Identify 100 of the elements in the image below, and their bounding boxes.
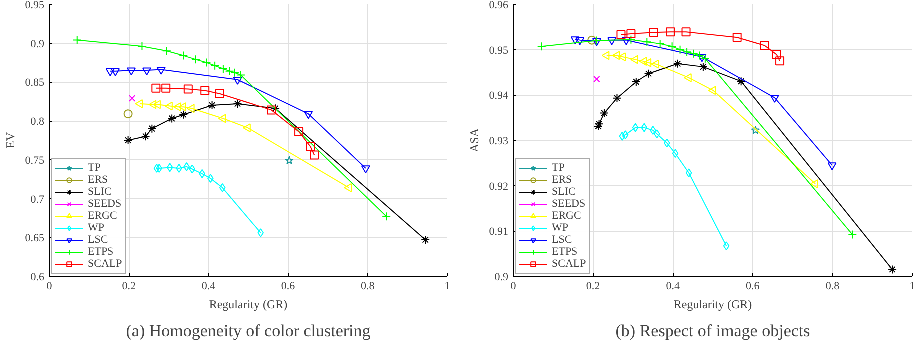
point xyxy=(672,149,679,158)
point xyxy=(141,132,150,142)
legend-label: WP xyxy=(552,222,570,234)
y-tick-label: 0.96 xyxy=(489,0,509,12)
point xyxy=(622,38,631,46)
point xyxy=(242,124,251,133)
text: (a) Homogeneity of color clustering xyxy=(126,322,372,340)
point xyxy=(776,56,785,66)
point xyxy=(736,77,746,86)
legend-label: SEEDS xyxy=(88,198,122,210)
legend-label: LSC xyxy=(552,234,572,246)
point xyxy=(666,28,676,37)
point xyxy=(111,68,120,76)
legend-label: SCALP xyxy=(552,258,586,270)
point xyxy=(618,52,626,62)
point xyxy=(128,95,136,102)
point xyxy=(200,86,210,96)
legend-label: SLIC xyxy=(552,186,576,198)
legend-label: ERS xyxy=(88,174,108,186)
x-axis-title: Regularity (GR) xyxy=(209,298,288,312)
point xyxy=(361,166,370,174)
point xyxy=(828,162,837,171)
point xyxy=(148,100,157,110)
legend-label: ERGC xyxy=(88,210,118,222)
point xyxy=(642,38,652,47)
point xyxy=(233,77,242,85)
y-tick-label: 0.75 xyxy=(25,154,45,167)
point xyxy=(612,51,620,60)
point xyxy=(210,61,220,70)
point xyxy=(142,68,152,76)
point xyxy=(689,49,698,58)
x-tick-label: 0.2 xyxy=(586,280,600,292)
y-tick-label: 0.94 xyxy=(489,90,509,102)
point xyxy=(649,28,658,38)
point xyxy=(632,78,641,87)
point xyxy=(588,36,597,45)
point xyxy=(673,59,682,68)
point xyxy=(225,66,234,76)
point xyxy=(770,95,780,104)
point xyxy=(708,86,716,96)
point xyxy=(622,130,629,140)
point xyxy=(684,73,692,82)
point xyxy=(608,38,617,46)
x-tick-label: 0.6 xyxy=(281,280,296,292)
point xyxy=(267,106,276,115)
point xyxy=(164,102,173,111)
point xyxy=(178,102,186,112)
x-tick-label: 0.8 xyxy=(361,280,376,292)
point xyxy=(233,99,242,108)
point xyxy=(306,142,316,152)
point xyxy=(258,228,264,238)
legend-label: WP xyxy=(88,222,106,234)
point xyxy=(732,33,742,42)
point xyxy=(644,69,654,78)
point xyxy=(72,36,82,45)
point xyxy=(154,164,160,173)
point xyxy=(152,84,161,93)
point xyxy=(698,54,707,62)
point xyxy=(651,60,660,69)
legend-label: TP xyxy=(552,162,566,174)
point xyxy=(156,164,163,173)
point xyxy=(421,235,430,244)
point xyxy=(619,132,626,141)
legend-label: LSC xyxy=(88,234,108,246)
point xyxy=(344,183,352,192)
point xyxy=(639,57,648,66)
point xyxy=(219,183,226,192)
point xyxy=(236,70,246,80)
x-tick-label: 0.8 xyxy=(826,280,840,292)
point xyxy=(695,51,704,60)
point xyxy=(616,30,626,40)
point xyxy=(285,156,294,164)
point xyxy=(570,36,580,45)
point xyxy=(602,51,610,60)
y-tick-label: 0.95 xyxy=(25,0,45,12)
point xyxy=(632,123,639,132)
point xyxy=(304,111,314,120)
y-tick-label: 0.65 xyxy=(25,232,45,245)
x-tick-label: 0.6 xyxy=(746,280,760,292)
point xyxy=(576,38,585,46)
point xyxy=(676,45,685,54)
point xyxy=(630,55,638,64)
point xyxy=(682,48,692,57)
point xyxy=(186,104,195,114)
point xyxy=(135,99,144,108)
legend-label: TP xyxy=(88,162,102,174)
point xyxy=(173,102,182,112)
point xyxy=(626,35,636,44)
point xyxy=(700,54,710,64)
x-tick-label: 0.4 xyxy=(202,280,216,292)
point xyxy=(294,127,304,136)
y-tick-label: 0.85 xyxy=(25,77,45,90)
point xyxy=(537,42,546,52)
y-tick-label: 0.9 xyxy=(30,38,45,50)
point xyxy=(124,136,133,145)
point xyxy=(760,41,770,50)
point xyxy=(664,138,670,148)
y-tick-label: 0.95 xyxy=(489,44,509,57)
x-tick-label: 0.2 xyxy=(122,280,136,292)
point xyxy=(686,168,692,178)
